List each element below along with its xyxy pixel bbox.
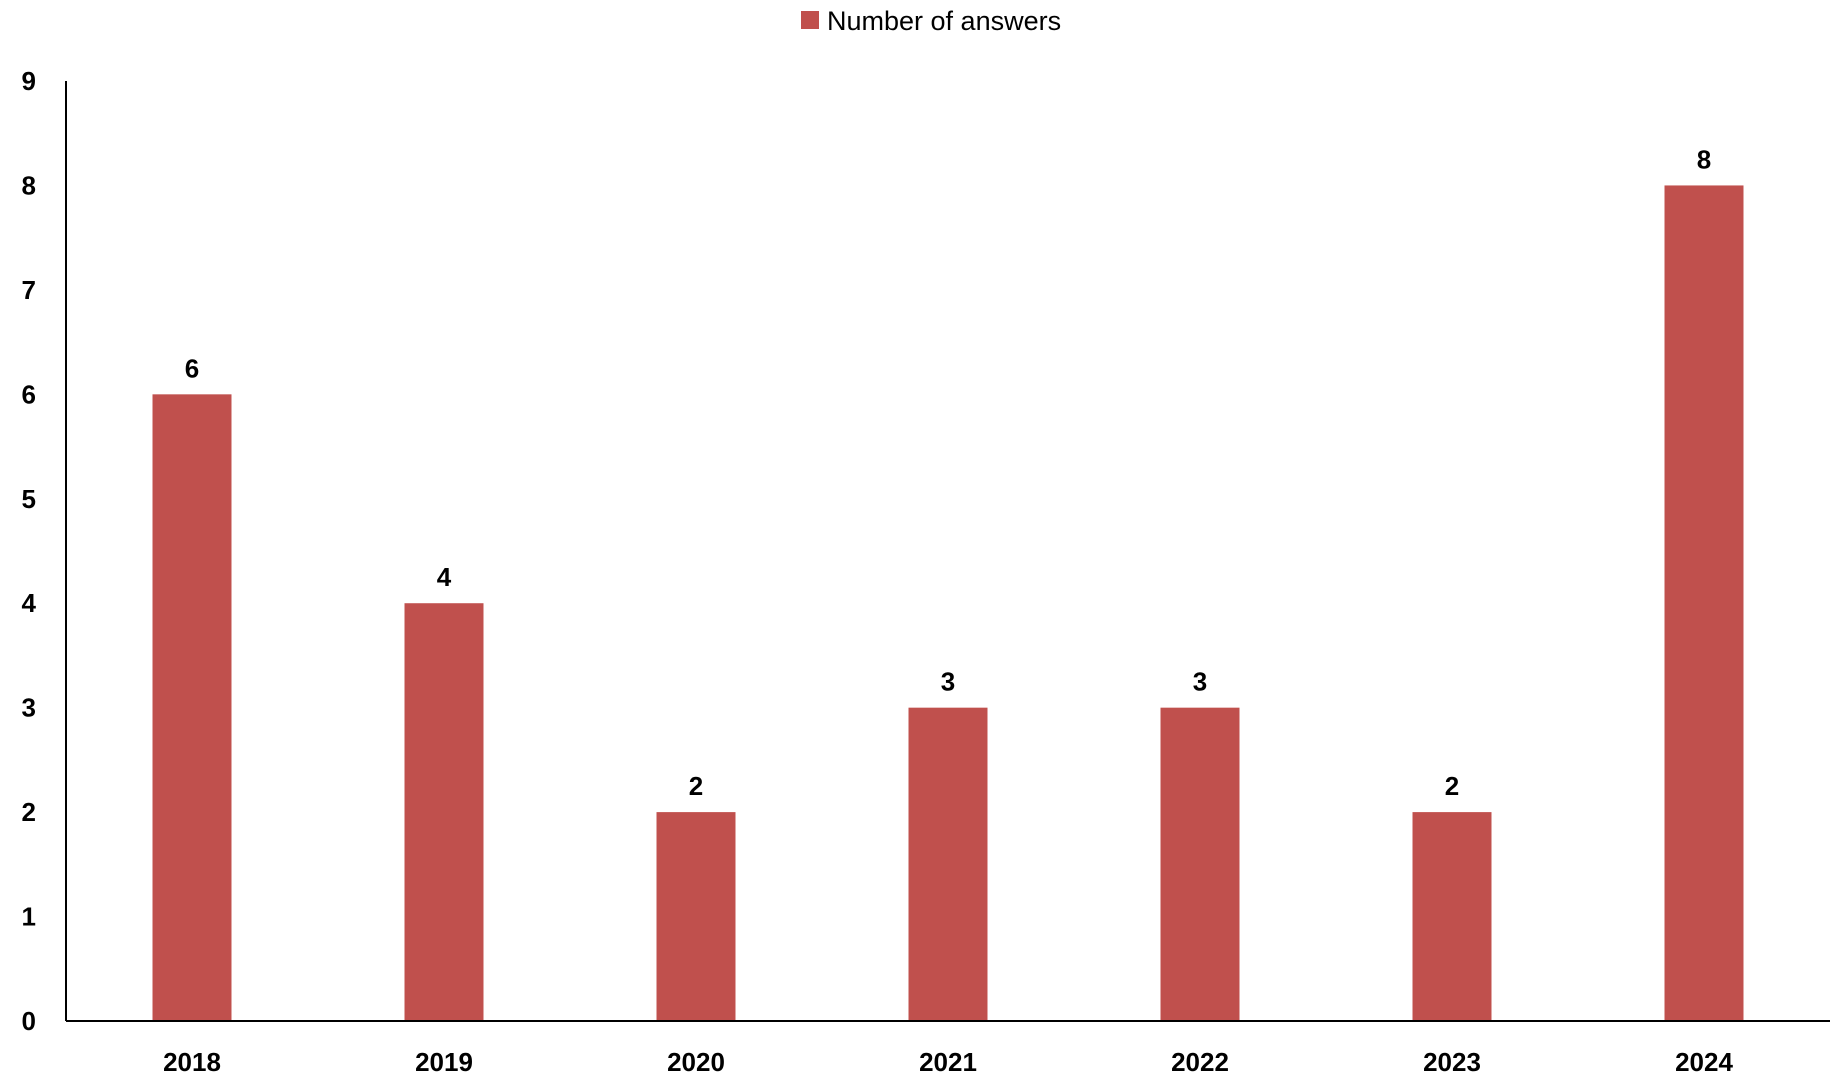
legend-swatch: [801, 11, 819, 29]
y-tick-label: 0: [22, 1006, 36, 1036]
y-tick-label: 1: [22, 902, 36, 932]
bar-2019: [404, 603, 484, 1021]
bar-2024: [1664, 185, 1744, 1021]
x-axis-tick-labels: 2018 2019 2020 2021 2022 2023 2024: [163, 1047, 1733, 1077]
y-tick-label: 2: [22, 797, 36, 827]
y-tick-label: 9: [22, 66, 36, 96]
data-label-2019: 4: [437, 562, 452, 592]
x-tick-label-2022: 2022: [1171, 1047, 1229, 1077]
bar-2021: [908, 707, 988, 1021]
y-tick-label: 7: [22, 275, 36, 305]
data-labels: 6 4 2 3 3 2 8: [185, 144, 1711, 801]
data-label-2021: 3: [941, 667, 955, 697]
bar-2018: [152, 394, 232, 1021]
y-tick-label: 6: [22, 379, 36, 409]
data-label-2024: 8: [1697, 144, 1711, 174]
x-tick-label-2023: 2023: [1423, 1047, 1481, 1077]
chart-legend: Number of answers: [801, 6, 1061, 36]
y-tick-label: 8: [22, 170, 36, 200]
data-label-2023: 2: [1445, 771, 1459, 801]
bar-2023: [1412, 812, 1492, 1021]
x-tick-label-2021: 2021: [919, 1047, 977, 1077]
data-label-2020: 2: [689, 771, 703, 801]
bar-2020: [656, 812, 736, 1021]
bars: [152, 185, 1744, 1021]
bar-2022: [1160, 707, 1240, 1021]
x-tick-label-2018: 2018: [163, 1047, 221, 1077]
x-tick-label-2020: 2020: [667, 1047, 725, 1077]
x-tick-label-2019: 2019: [415, 1047, 473, 1077]
data-label-2018: 6: [185, 353, 199, 383]
x-tick-label-2024: 2024: [1675, 1047, 1733, 1077]
legend-label: Number of answers: [827, 6, 1061, 36]
y-tick-label: 5: [22, 484, 36, 514]
y-tick-label: 3: [22, 693, 36, 723]
y-axis-tick-labels: 0 1 2 3 4 5 6 7 8 9: [22, 66, 37, 1036]
data-label-2022: 3: [1193, 667, 1207, 697]
y-tick-label: 4: [22, 588, 37, 618]
